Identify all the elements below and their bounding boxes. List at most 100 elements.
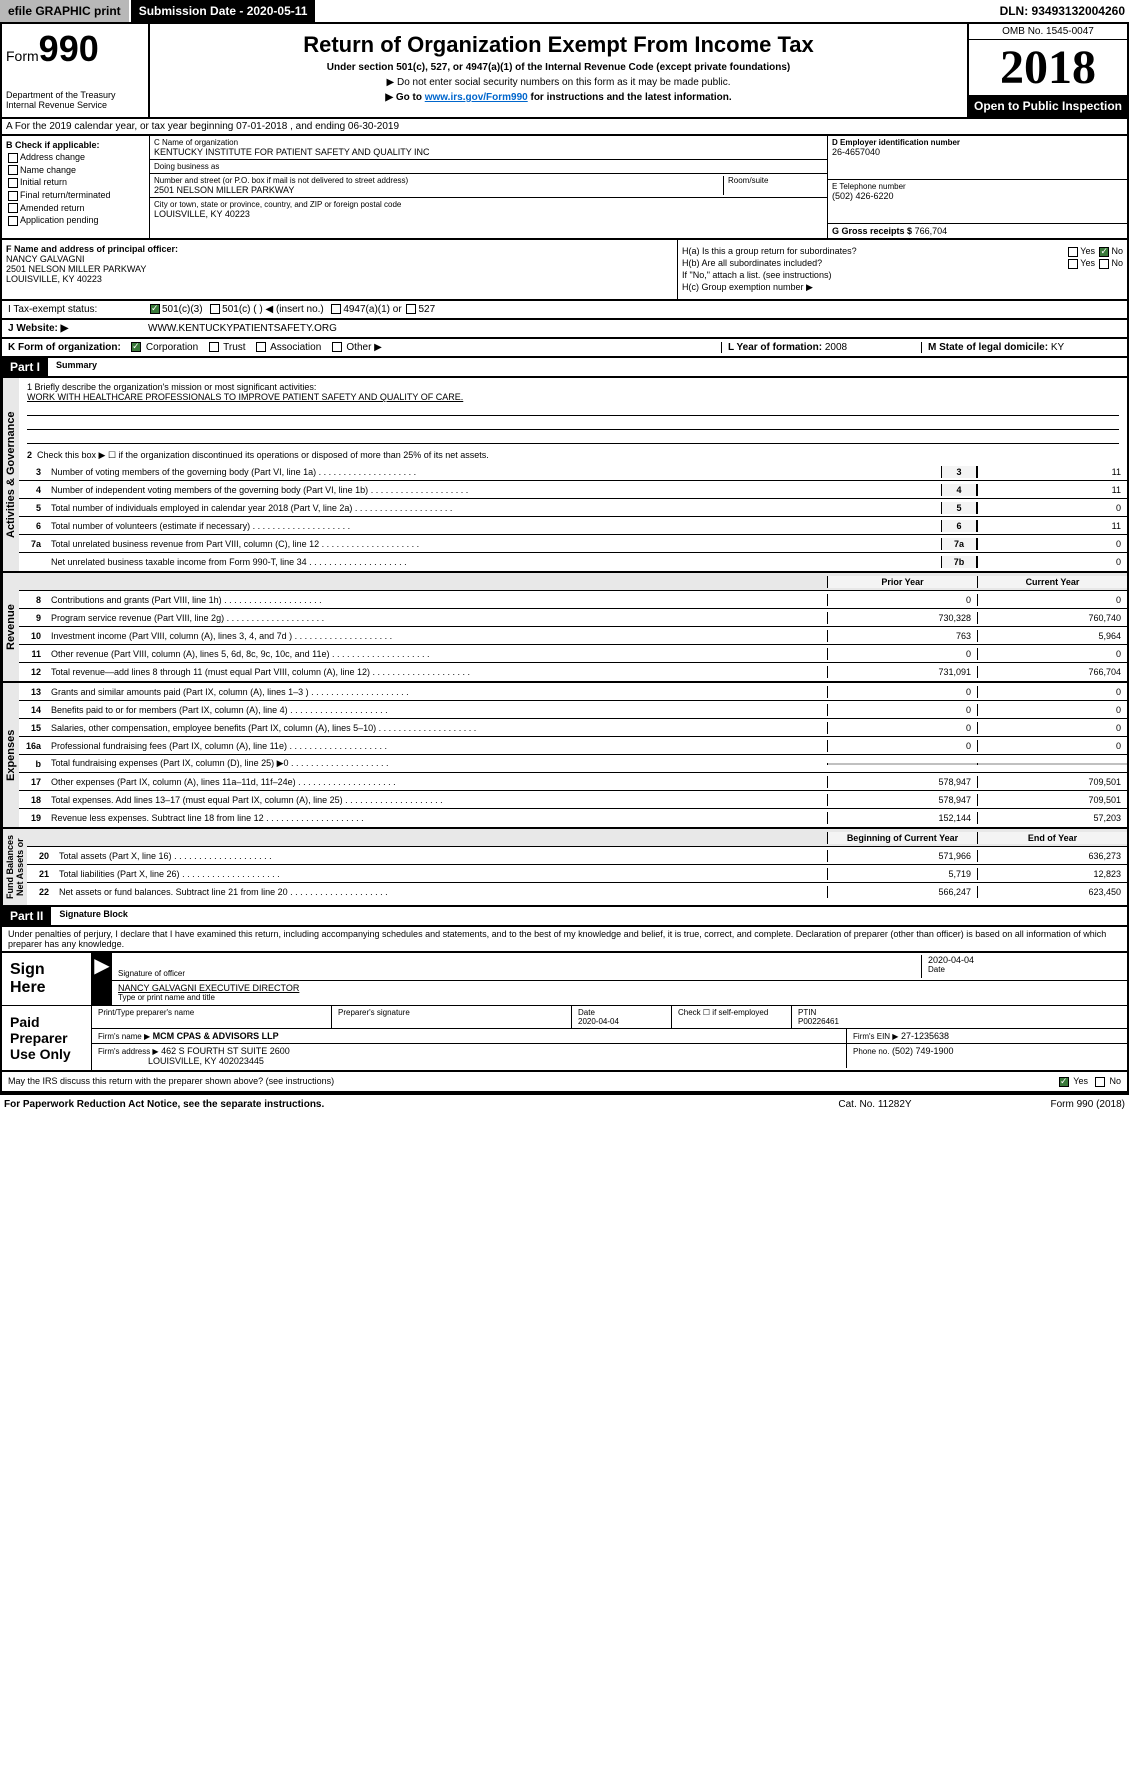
- gross-receipts-label: G Gross receipts $: [832, 226, 912, 236]
- net-assets-label: Net Assets orFund Balances: [2, 829, 27, 905]
- row-fh: F Name and address of principal officer:…: [0, 240, 1129, 301]
- revenue-label: Revenue: [2, 573, 19, 681]
- beginning-year-header: Beginning of Current Year: [827, 832, 977, 844]
- prior-year-header: Prior Year: [827, 576, 977, 588]
- officer-name: NANCY GALVAGNI: [6, 254, 673, 264]
- phone-value: (502) 426-6220: [832, 191, 1123, 201]
- year-formation: 2008: [825, 342, 847, 353]
- dln: DLN: 93493132004260: [996, 0, 1129, 22]
- check-other[interactable]: [332, 342, 342, 352]
- current-year-header: Current Year: [977, 576, 1127, 588]
- subtitle-2: ▶ Do not enter social security numbers o…: [154, 77, 963, 88]
- hb-note: If "No," attach a list. (see instruction…: [682, 270, 1123, 280]
- sign-date-label: Date: [928, 965, 1121, 974]
- hc-exemption: H(c) Group exemption number ▶: [682, 282, 1123, 293]
- cat-number: Cat. No. 11282Y: [775, 1099, 975, 1110]
- exp-line-13: 13Grants and similar amounts paid (Part …: [19, 683, 1127, 701]
- discuss-no[interactable]: [1095, 1077, 1105, 1087]
- prep-self-employed[interactable]: Check ☐ if self-employed: [672, 1006, 792, 1028]
- rev-line-11: 11Other revenue (Part VIII, column (A), …: [19, 645, 1127, 663]
- check-527[interactable]: [406, 304, 416, 314]
- expenses-label: Expenses: [2, 683, 19, 827]
- signature-label: Signature of officer: [118, 969, 921, 978]
- part2-header: Part II Signature Block: [0, 907, 1129, 927]
- org-name-label: C Name of organization: [154, 138, 823, 147]
- mission-label: 1 Briefly describe the organization's mi…: [27, 382, 1119, 392]
- check-trust[interactable]: [209, 342, 219, 352]
- check-corp[interactable]: [131, 342, 141, 352]
- col-b-checkboxes: B Check if applicable: Address change Na…: [2, 136, 150, 238]
- discuss-row: May the IRS discuss this return with the…: [0, 1072, 1129, 1093]
- open-public-badge: Open to Public Inspection: [969, 95, 1127, 117]
- check-pending[interactable]: Application pending: [6, 215, 145, 226]
- check-final[interactable]: Final return/terminated: [6, 190, 145, 201]
- part1-header: Part I Summary: [0, 358, 1129, 378]
- print-name-label: Type or print name and title: [118, 993, 1121, 1002]
- officer-label: F Name and address of principal officer:: [6, 244, 673, 254]
- top-bar: efile GRAPHIC print Submission Date - 20…: [0, 0, 1129, 24]
- check-4947[interactable]: [331, 304, 341, 314]
- prep-sig-header: Preparer's signature: [332, 1006, 572, 1028]
- firm-ein: 27-1235638: [901, 1031, 949, 1041]
- omb-number: OMB No. 1545-0047: [969, 24, 1127, 40]
- city-label: City or town, state or province, country…: [154, 200, 823, 209]
- ha-group-return: H(a) Is this a group return for subordin…: [682, 246, 1123, 256]
- row-j-website: J Website: ▶ WWW.KENTUCKYPATIENTSAFETY.O…: [0, 320, 1129, 339]
- ein-value: 26-4657040: [832, 147, 1123, 157]
- street-value: 2501 NELSON MILLER PARKWAY: [154, 185, 723, 195]
- check-initial[interactable]: Initial return: [6, 177, 145, 188]
- firm-phone: (502) 749-1900: [892, 1046, 954, 1056]
- net-line-21: 21Total liabilities (Part X, line 26)5,7…: [27, 865, 1127, 883]
- end-year-header: End of Year: [977, 832, 1127, 844]
- website-value: WWW.KENTUCKYPATIENTSAFETY.ORG: [148, 323, 337, 334]
- paid-preparer-label: Paid Preparer Use Only: [2, 1006, 92, 1070]
- check-501c3[interactable]: [150, 304, 160, 314]
- row-a-tax-year: A For the 2019 calendar year, or tax yea…: [0, 119, 1129, 136]
- line-2-discontinue: 2 Check this box ▶ ☐ if the organization…: [19, 448, 1127, 463]
- org-name: KENTUCKY INSTITUTE FOR PATIENT SAFETY AN…: [154, 147, 823, 157]
- check-assoc[interactable]: [256, 342, 266, 352]
- exp-line-16a: 16aProfessional fundraising fees (Part I…: [19, 737, 1127, 755]
- footer: For Paperwork Reduction Act Notice, see …: [0, 1093, 1129, 1114]
- row-k-form-org: K Form of organization: Corporation Trus…: [0, 339, 1129, 358]
- efile-button[interactable]: efile GRAPHIC print: [0, 0, 129, 22]
- officer-addr1: 2501 NELSON MILLER PARKWAY: [6, 264, 673, 274]
- state-domicile: KY: [1051, 342, 1064, 353]
- gov-line-7b: Net unrelated business taxable income fr…: [19, 553, 1127, 571]
- check-amended[interactable]: Amended return: [6, 203, 145, 214]
- exp-line-14: 14Benefits paid to or for members (Part …: [19, 701, 1127, 719]
- exp-line-17: 17Other expenses (Part IX, column (A), l…: [19, 773, 1127, 791]
- officer-print-name: NANCY GALVAGNI EXECUTIVE DIRECTOR: [118, 983, 1121, 993]
- dept-label: Department of the Treasury Internal Reve…: [6, 90, 144, 110]
- subtitle-1: Under section 501(c), 527, or 4947(a)(1)…: [154, 62, 963, 73]
- identity-grid: B Check if applicable: Address change Na…: [0, 136, 1129, 240]
- paperwork-notice: For Paperwork Reduction Act Notice, see …: [4, 1099, 775, 1110]
- check-address[interactable]: Address change: [6, 152, 145, 163]
- form-number: Form990: [6, 28, 144, 70]
- sign-date: 2020-04-04: [928, 955, 1121, 965]
- firm-addr1: 462 S FOURTH ST SUITE 2600: [161, 1046, 290, 1056]
- rev-line-12: 12Total revenue—add lines 8 through 11 (…: [19, 663, 1127, 681]
- gov-line-6: 6Total number of volunteers (estimate if…: [19, 517, 1127, 535]
- signature-block: Sign Here ▶ Signature of officer 2020-04…: [0, 953, 1129, 1072]
- discuss-yes[interactable]: [1059, 1077, 1069, 1087]
- exp-line-19: 19Revenue less expenses. Subtract line 1…: [19, 809, 1127, 827]
- check-501c[interactable]: [210, 304, 220, 314]
- net-line-22: 22Net assets or fund balances. Subtract …: [27, 883, 1127, 901]
- gross-receipts-value: 766,704: [915, 226, 948, 236]
- check-name[interactable]: Name change: [6, 165, 145, 176]
- gov-line-7a: 7aTotal unrelated business revenue from …: [19, 535, 1127, 553]
- phone-label: E Telephone number: [832, 182, 1123, 191]
- gov-line-5: 5Total number of individuals employed in…: [19, 499, 1127, 517]
- city-value: LOUISVILLE, KY 40223: [154, 209, 823, 219]
- hb-subordinates: H(b) Are all subordinates included? Yes …: [682, 258, 1123, 268]
- section-governance: Activities & Governance 1 Briefly descri…: [0, 378, 1129, 573]
- street-label: Number and street (or P.O. box if mail i…: [154, 176, 723, 185]
- section-net-assets: Net Assets orFund Balances Beginning of …: [0, 829, 1129, 907]
- gov-line-4: 4Number of independent voting members of…: [19, 481, 1127, 499]
- submission-date: Submission Date - 2020-05-11: [131, 0, 316, 22]
- form-header: Form990 Department of the Treasury Inter…: [0, 24, 1129, 119]
- firm-addr2: LOUISVILLE, KY 402023445: [148, 1056, 264, 1066]
- instructions-link[interactable]: www.irs.gov/Form990: [425, 92, 528, 103]
- sign-here-label: Sign Here: [2, 953, 92, 1005]
